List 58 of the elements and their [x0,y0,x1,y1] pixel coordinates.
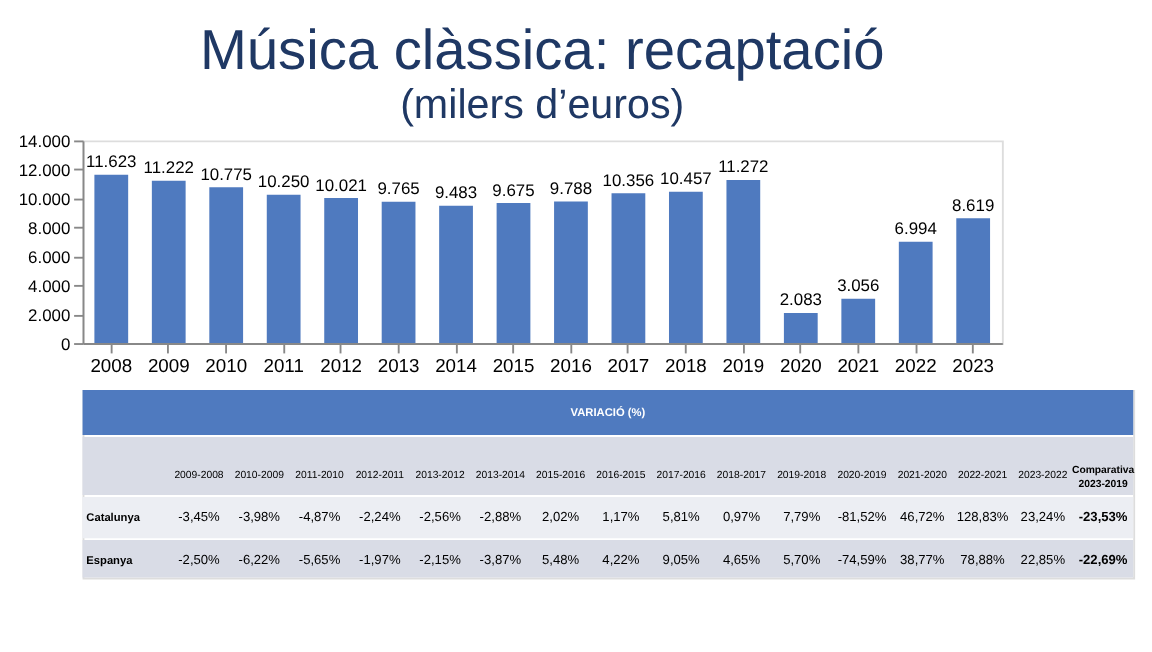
x-tick-label: 2014 [435,356,477,377]
bar [151,180,186,344]
x-tick-label: 2018 [665,356,707,377]
x-tick-label: 2015 [492,356,535,377]
bar [94,174,129,344]
data-label: 11.222 [143,157,195,178]
bar [726,179,761,344]
x-tick-label: 2016 [550,356,592,377]
data-label: 6.994 [894,218,938,239]
bar [381,201,416,344]
x-tick-label: 2010 [205,356,248,377]
data-label: 8.619 [952,194,995,215]
bar [496,203,531,344]
x-tick-label: 2021 [837,356,880,377]
x-tick-label: 2012 [320,356,362,377]
x-tick-label: 2020 [779,356,822,377]
data-label: 9.788 [549,177,593,198]
data-label: 10.021 [315,174,368,195]
data-label: 11.623 [86,151,138,172]
data-label: 9.765 [377,178,421,199]
x-tick-label: 2009 [147,356,190,377]
bar [898,241,933,344]
y-tick-label: 10.000 [18,188,71,209]
bar [668,191,703,344]
y-tick-label: 14.000 [18,131,71,152]
bar [611,193,646,344]
x-tick-label: 2017 [607,356,650,377]
chart-title: Música clàssica: recaptació [199,19,885,82]
bar [956,218,991,344]
data-label: 9.483 [434,182,478,203]
y-tick-label: 4.000 [28,275,71,296]
y-tick-label: 6.000 [28,246,71,267]
x-tick-label: 2022 [894,356,937,377]
y-tick-label: 12.000 [18,159,71,180]
y-tick-label: 8.000 [28,217,71,238]
bar [209,187,244,344]
data-label: 2.083 [779,289,823,310]
data-label: 10.356 [602,169,655,190]
data-label: 11.272 [718,156,770,177]
data-label: 10.250 [257,171,311,192]
x-tick-label: 2011 [263,356,304,377]
x-tick-label: 2023 [952,356,995,377]
data-label: 10.457 [660,168,713,189]
bar [841,298,876,344]
data-label: 10.775 [200,163,253,184]
y-tick-label: 0 [60,333,71,354]
bar [439,205,473,344]
bar [266,194,301,344]
data-label: 9.675 [492,179,536,200]
x-tick-label: 2008 [90,356,133,377]
x-tick-label: 2019 [722,356,765,377]
x-tick-label: 2013 [377,356,420,377]
chart-subtitle: (milers d’euros) [400,81,685,128]
bar [783,312,818,344]
bar [554,201,588,344]
data-label: 3.056 [837,275,880,296]
bar [324,198,359,344]
y-tick-label: 2.000 [28,304,71,325]
